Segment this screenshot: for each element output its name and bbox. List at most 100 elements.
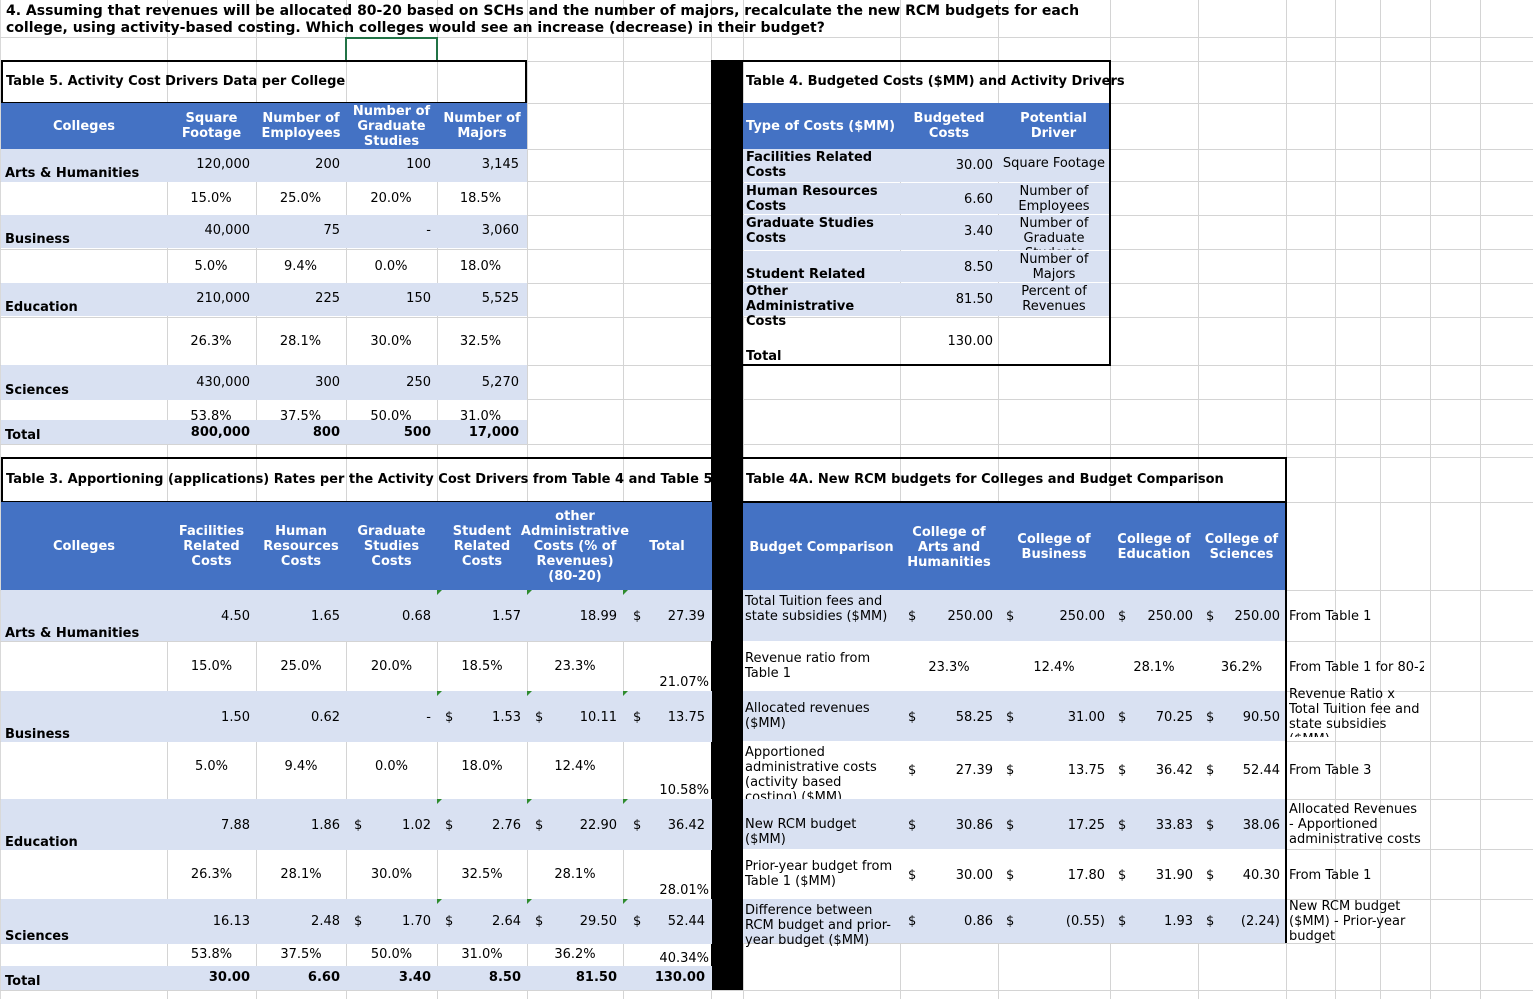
grid-column-line (256, 0, 257, 999)
table-5-percent: 18.5% (459, 191, 502, 206)
table-3-header-cell: Human Resources Costs (263, 524, 339, 569)
table-5-value: 3,145 (481, 157, 519, 172)
table-3-percent: 37.5% (280, 947, 322, 962)
table-5-value: 5,270 (481, 375, 519, 390)
grid-column-line (527, 0, 528, 999)
table-4a-row-band (743, 899, 1285, 943)
table-4a-value: (0.55) (1065, 914, 1105, 929)
table-4a-value: 17.80 (1067, 868, 1105, 883)
table-3-percent: 28.1% (280, 867, 322, 882)
table-4a-currency: $ (1006, 710, 1015, 725)
table-4-cost-value: 3.40 (964, 224, 993, 239)
grid-column-line (1335, 0, 1336, 999)
table-5-value: 300 (315, 375, 340, 390)
table-4-row-band (743, 183, 1109, 214)
table-3-currency: $ (633, 818, 642, 833)
table-3-header-cell: Graduate Studies Costs (357, 524, 426, 569)
table-4a-header-cell: College of Education (1117, 532, 1191, 562)
table-3-value: 22.90 (579, 818, 617, 833)
table-4a-value: 12.4% (1033, 660, 1075, 675)
table-3-currency: $ (535, 818, 544, 833)
table-4a-value: 28.1% (1133, 660, 1175, 675)
table-3-percent: 36.2% (554, 947, 596, 962)
grid-column-line (623, 0, 624, 999)
table-3-percent: 20.0% (370, 659, 413, 674)
table-4a-currency: $ (1206, 710, 1215, 725)
table-3-currency: $ (535, 914, 544, 929)
note-marker (437, 590, 442, 595)
table-4-header-cell: Type of Costs ($MM) (746, 118, 896, 134)
grid-column-line (998, 0, 999, 999)
table-4a-value: 30.86 (955, 818, 993, 833)
table-4-header-cell: Budgeted Costs (913, 111, 985, 141)
table-5-value: 3,060 (481, 223, 519, 238)
table-4a-value: (2.24) (1240, 914, 1280, 929)
grid-row-line (0, 37, 1533, 38)
table-3-percent: 25.0% (280, 659, 322, 674)
table-4-header-cell: Potential Driver (1020, 111, 1087, 141)
table-4a-value: 23.3% (928, 660, 970, 675)
table-5-row-band (1, 149, 527, 182)
table-5-percent: 26.3% (190, 334, 232, 349)
grid-column-line (1430, 0, 1431, 999)
table-5-percent: 32.5% (459, 334, 502, 349)
table-3-value: 36.42 (667, 818, 705, 833)
question-text: 4. Assuming that revenues will be alloca… (6, 3, 1126, 37)
selected-cell[interactable] (345, 37, 438, 62)
table-4a-currency: $ (908, 818, 917, 833)
table-5-header-cell: Square Footage (181, 111, 242, 141)
table-4a-currency: $ (1118, 868, 1127, 883)
table-4-driver: Number of Employees (1018, 184, 1090, 214)
table-3-value: 13.75 (667, 710, 705, 725)
table-4a-currency: $ (1118, 914, 1127, 929)
table-4a-value: 52.44 (1242, 763, 1280, 778)
table-4a-currency: $ (1118, 763, 1127, 778)
table-5-percent: 0.0% (374, 259, 408, 274)
table-5-percent: 5.0% (194, 259, 228, 274)
table-4a-row-band (743, 641, 1285, 691)
table-4a-currency: $ (1006, 818, 1015, 833)
table-3-percent: 12.4% (554, 759, 596, 774)
table-4-row-band (743, 283, 1109, 316)
table-5-value: 150 (406, 291, 431, 306)
table-4a-value: 0.86 (964, 914, 993, 929)
table-5-percent: 9.4% (283, 259, 318, 274)
table-4a-value: 250.00 (1147, 609, 1194, 624)
table-5-percent: 28.1% (279, 334, 322, 349)
table-3-currency: $ (445, 710, 454, 725)
table-3-total-value: 6.60 (307, 970, 340, 985)
table-3-row-band (1, 590, 712, 641)
table-5-percent: 20.0% (370, 191, 412, 206)
note-marker (527, 899, 532, 904)
table-3-currency: $ (445, 914, 454, 929)
grid-row-line (0, 399, 1533, 400)
table-3-value: 2.48 (311, 914, 340, 929)
table-4a-row-band (743, 691, 1285, 741)
table-4a-value: 13.75 (1067, 763, 1105, 778)
table-4a-value: 27.39 (955, 763, 993, 778)
table-3-header-cell: Facilities Related Costs (178, 524, 245, 569)
table-3-percent: 5.0% (194, 759, 229, 774)
table-3-total-value: 8.50 (488, 970, 521, 985)
table-5-percent: 30.0% (370, 334, 412, 349)
table-3-currency: $ (633, 710, 642, 725)
table-3-value: 1.65 (311, 609, 340, 624)
note-marker (527, 590, 532, 595)
table-4a-row-label: New RCM budget ($MM) (745, 817, 857, 847)
grid-column-line (900, 0, 901, 999)
table-3-percent: 9.4% (284, 759, 318, 774)
table-4a-row-label: Total Tuition fees and state subsidies (… (745, 594, 888, 624)
table-4-cost-value: 81.50 (955, 292, 993, 307)
grid-column-line (1198, 0, 1199, 999)
table-5-value: 100 (406, 157, 431, 172)
grid-column-line (346, 0, 347, 999)
table-4a-row-band (743, 849, 1285, 899)
table-3-header-cell: Student Related Costs (452, 524, 512, 569)
table-4a-value: 90.50 (1242, 710, 1280, 725)
table-4a-currency: $ (1118, 710, 1127, 725)
table-3-total-percent: 40.34% (659, 951, 709, 966)
table-3-value: 1.50 (221, 710, 250, 725)
table-4a-note: From Table 1 (1289, 609, 1372, 624)
table-4a-value: 36.42 (1155, 763, 1193, 778)
table-4a-note: From Table 3 (1289, 763, 1372, 778)
